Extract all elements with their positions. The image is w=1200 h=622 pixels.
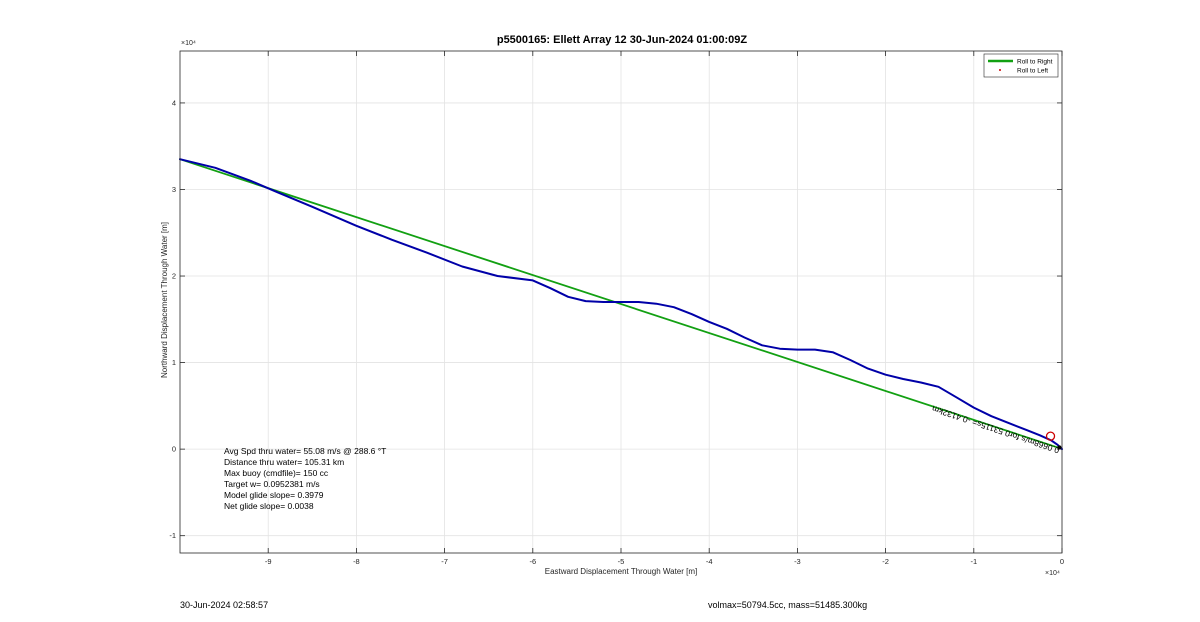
series-track-line: [179, 158, 1063, 451]
x-tick-label: -6: [529, 557, 536, 566]
marker-dot: [1057, 445, 1062, 450]
x-tick-label: -4: [706, 557, 713, 566]
x-axis-label: Eastward Displacement Through Water [m]: [545, 567, 698, 576]
plot-frame: [179, 50, 1063, 554]
y-tick-label: 3: [172, 185, 176, 194]
legend: Roll to Right Roll to Left: [983, 53, 1059, 78]
footer-timestamp: 30-Jun-2024 02:58:57: [180, 600, 269, 610]
x-tick-label: -5: [618, 557, 625, 566]
stats-annotation: Avg Spd thru water= 55.08 m/s @ 288.6 °T…: [224, 446, 386, 511]
y-tick-label: -1: [169, 531, 176, 540]
x-tick-label: 0: [1060, 557, 1064, 566]
stat-max-buoy: Max buoy (cmdfile)= 150 cc: [224, 468, 329, 478]
legend-label-roll-left: Roll to Left: [1017, 68, 1048, 75]
series-net-line: [179, 158, 1062, 450]
y-tick-label: 4: [172, 98, 176, 107]
axis-ticks: -9 -8 -7 -6 -5 -4 -3 -2 -1 0 -1 0 1 2 3 4: [169, 51, 1064, 566]
chart-title: p5500165: Ellett Array 12 30-Jun-2024 01…: [497, 34, 748, 46]
data-series: [179, 158, 1063, 451]
y-tick-label: 1: [172, 358, 176, 367]
x-tick-label: -7: [441, 557, 448, 566]
stat-distance: Distance thru water= 105.31 km: [224, 457, 344, 467]
legend-label-roll-right: Roll to Right: [1017, 59, 1053, 66]
marker-circle: [1045, 431, 1056, 441]
x-exponent-label: ×10⁴: [1045, 570, 1060, 577]
y-exponent-label: ×10⁴: [181, 40, 196, 47]
y-tick-label: 0: [172, 445, 176, 454]
x-tick-label: -9: [265, 557, 272, 566]
x-tick-label: -3: [794, 557, 801, 566]
data-markers: [1045, 431, 1062, 450]
y-axis-label: Northward Displacement Through Water [m]: [160, 222, 169, 378]
x-tick-label: -8: [353, 557, 360, 566]
stat-target-w: Target w= 0.0952381 m/s: [224, 479, 320, 489]
x-tick-label: -2: [882, 557, 889, 566]
stat-model-glide: Model glide slope= 0.3979: [224, 490, 324, 500]
legend-dot-swatch: [999, 69, 1001, 71]
stat-avg-speed: Avg Spd thru water= 55.08 m/s @ 288.6 °T: [224, 446, 386, 456]
stat-net-glide: Net glide slope= 0.0038: [224, 501, 314, 511]
y-tick-label: 2: [172, 272, 176, 281]
x-tick-label: -1: [970, 557, 977, 566]
footer-volmax-mass: volmax=50794.5cc, mass=51485.300kg: [708, 600, 868, 610]
